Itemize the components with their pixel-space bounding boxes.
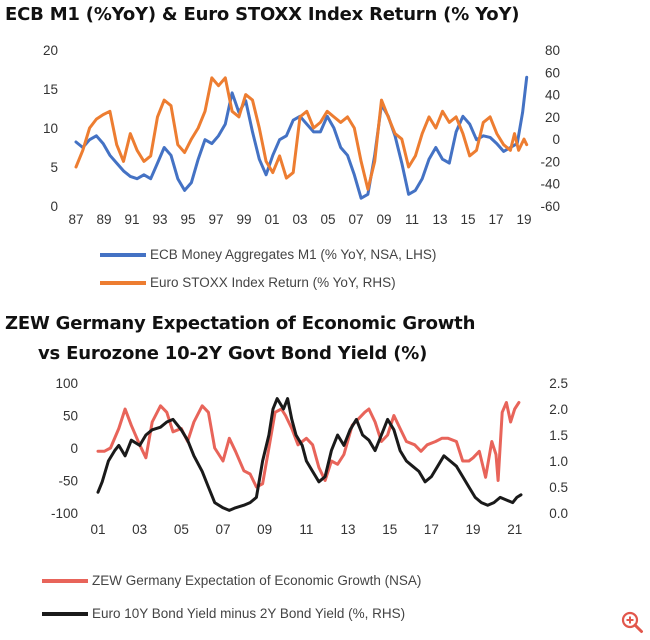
c2-x-tick: 11 (299, 522, 313, 537)
legend-yield: Euro 10Y Bond Yield minus 2Y Bond Yield … (42, 606, 405, 621)
c2-series-red (96, 401, 521, 489)
c1-left-tick: 5 (50, 160, 58, 175)
c1-x-tick: 91 (124, 212, 139, 227)
legend-zew: ZEW Germany Expectation of Economic Grow… (42, 573, 421, 588)
legend-yield-swatch (42, 611, 88, 616)
c1-x-tick: 19 (516, 212, 531, 227)
legend-m1: ECB Money Aggregates M1 (% YoY, NSA, LHS… (100, 247, 436, 262)
c1-series-blue (74, 75, 529, 200)
c2-right-tick: 2.0 (549, 402, 568, 417)
c1-right-tick: -60 (540, 199, 560, 214)
legend-stoxx: Euro STOXX Index Return (% YoY, RHS) (100, 275, 396, 290)
chart1-title: ECB M1 (%YoY) & Euro STOXX Index Return … (5, 4, 520, 25)
c2-x-tick: 21 (507, 522, 522, 537)
c2-x-tick: 13 (341, 522, 356, 537)
c2-right-tick: 0.5 (549, 480, 568, 495)
legend-zew-swatch (42, 578, 88, 583)
c1-left-tick: 15 (43, 82, 58, 97)
c1-right-tick: 40 (545, 88, 560, 103)
c1-x-tick: 13 (432, 212, 447, 227)
legend-yield-label: Euro 10Y Bond Yield minus 2Y Bond Yield … (92, 606, 406, 621)
zoom-in-icon[interactable] (620, 610, 644, 634)
legend-m1-label: ECB Money Aggregates M1 (% YoY, NSA, LHS… (150, 247, 437, 262)
c1-x-tick: 05 (320, 212, 335, 227)
c2-left-tick: 50 (63, 409, 78, 424)
c1-x-tick: 99 (236, 212, 251, 227)
c1-x-tick: 11 (405, 212, 419, 227)
c2-right-tick: 2.5 (549, 376, 568, 391)
c2-right-tick: 1.0 (549, 454, 568, 469)
c1-right-tick: -40 (540, 177, 560, 192)
c2-x-tick: 03 (132, 522, 147, 537)
c1-right-tick: 20 (545, 110, 560, 125)
c1-x-tick: 15 (460, 212, 475, 227)
c1-series-orange (74, 76, 529, 191)
c1-right-tick: -20 (540, 154, 560, 169)
c1-left-tick: 10 (43, 121, 58, 136)
c2-right-tick: 1.5 (549, 428, 568, 443)
c1-x-tick: 89 (96, 212, 111, 227)
legend-m1-swatch (100, 252, 146, 257)
c2-x-tick: 09 (257, 522, 272, 537)
c1-x-tick: 87 (68, 212, 83, 227)
c2-left-tick: -50 (58, 474, 78, 489)
legend-stoxx-swatch (100, 280, 146, 285)
c2-x-tick: 01 (90, 522, 105, 537)
c1-right-tick: 80 (545, 43, 560, 58)
c1-x-tick: 97 (208, 212, 223, 227)
c1-x-tick: 03 (292, 212, 307, 227)
c2-x-tick: 17 (424, 522, 439, 537)
c2-x-tick: 15 (382, 522, 397, 537)
c1-left-tick: 20 (43, 43, 58, 58)
c1-x-tick: 09 (376, 212, 391, 227)
c1-x-tick: 93 (152, 212, 167, 227)
c1-right-tick: 0 (552, 132, 560, 147)
chart2-plot: -100 -50 0 50 100 0.0 0.5 1.0 1.5 2.0 2.5 01 03 05 07 0… (51, 376, 568, 537)
c1-x-tick: 95 (180, 212, 195, 227)
c2-left-tick: 100 (55, 376, 78, 391)
c1-x-tick: 07 (348, 212, 363, 227)
c2-x-tick: 07 (216, 522, 231, 537)
chart2-subtitle: vs Eurozone 10-2Y Govt Bond Yield (%) (38, 343, 428, 364)
c1-right-tick: 60 (545, 65, 560, 80)
c2-right-tick: 0.0 (549, 506, 568, 521)
legend-zew-label: ZEW Germany Expectation of Economic Grow… (92, 573, 422, 588)
c2-x-tick: 05 (174, 522, 189, 537)
legend-stoxx-label: Euro STOXX Index Return (% YoY, RHS) (150, 275, 396, 290)
c2-series-black (96, 397, 523, 512)
c2-left-tick: 0 (70, 441, 78, 456)
c1-left-tick: 0 (50, 199, 58, 214)
c2-left-tick: -100 (51, 506, 78, 521)
c2-x-tick: 19 (466, 522, 481, 537)
chart2-title: ZEW Germany Expectation of Economic Grow… (5, 313, 476, 334)
c1-x-tick: 01 (264, 212, 279, 227)
c1-x-tick: 17 (488, 212, 503, 227)
